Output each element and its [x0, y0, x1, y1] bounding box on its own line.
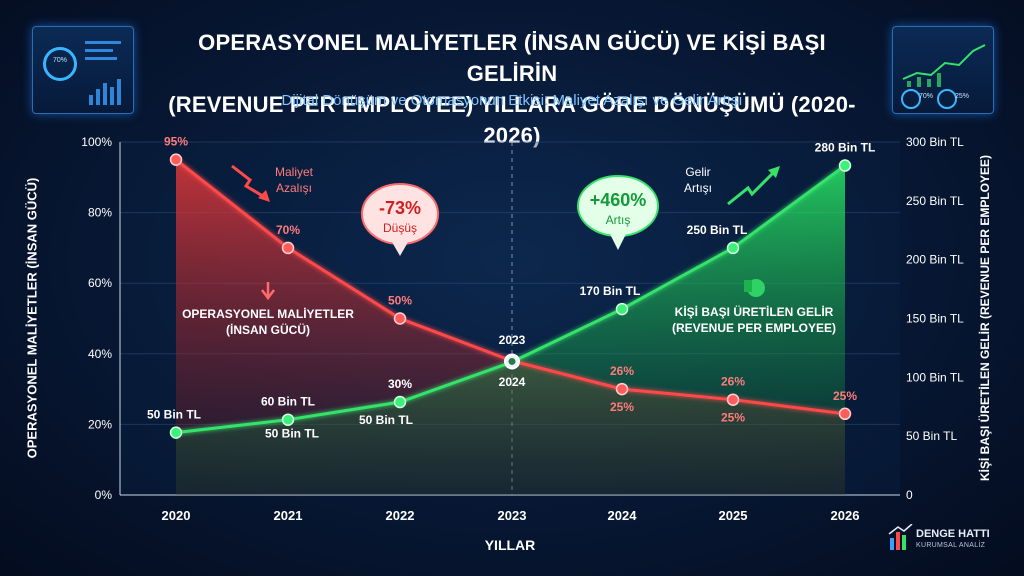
down-zigzag-arrow-icon	[231, 164, 267, 200]
revenue-bubble-value: +460%	[590, 190, 647, 210]
arrowhead-icon	[258, 190, 270, 202]
coins-stack-icon	[744, 280, 752, 292]
cost-point	[838, 407, 852, 421]
y-tick-left: 20%	[88, 417, 112, 431]
logo-subtitle: KURUMSAL ANALİZ	[916, 542, 986, 549]
up-zigzag-arrow-icon	[727, 170, 776, 206]
crossover-point-core	[508, 357, 516, 365]
title-line-2: (REVENUE PER EMPLOYEE) YILLARA GÖRE DÖNÜ…	[168, 92, 856, 148]
title-line-1: OPERASYONEL MALİYETLER (İNSAN GÜCÜ) VE K…	[198, 30, 826, 86]
cost-series-label-1: OPERASYONEL MALİYETLER	[182, 306, 354, 321]
donut-icon	[43, 47, 77, 81]
revenue-series-label-1: KİŞİ BAŞI ÜRETİLEN GELİR	[675, 304, 834, 319]
revenue-point	[615, 302, 629, 316]
y-tick-right: 300 Bin TL	[906, 135, 964, 149]
page-subtitle: Dijital Dönüşüm ve Otomasyonun Etkisi: M…	[281, 92, 743, 109]
revenue-bubble-tail	[610, 234, 626, 250]
x-axis-title: YILLAR	[484, 537, 536, 553]
x-tick-label: 2022	[386, 508, 415, 523]
y-tick-left: 100%	[81, 135, 112, 149]
x-tick-label: 2025	[719, 508, 748, 523]
y-tick-right: 150 Bin TL	[906, 312, 964, 326]
cost-point	[726, 393, 740, 406]
revenue-point	[838, 159, 852, 172]
crossover-label-top: 2023	[499, 333, 526, 347]
y-tick-left: 60%	[88, 276, 112, 290]
dashboard-thumbnail-left: 70%	[32, 26, 134, 114]
y-axis-title-right: KİŞİ BAŞI ÜRETİLEN GELİR (REVENUE PER EM…	[978, 154, 992, 481]
x-tick-label: 2024	[608, 508, 638, 523]
revenue-area	[176, 165, 845, 496]
x-tick-label: 2026	[831, 508, 860, 523]
logo-title: DENGE HATTI	[916, 528, 990, 540]
data-label: 280 Bin TL	[815, 141, 876, 155]
data-label: 50 Bin TL	[265, 427, 319, 441]
data-label: 250 Bin TL	[687, 223, 748, 237]
cost-series-label-2: (İNSAN GÜCÜ)	[226, 322, 310, 337]
y-tick-left: 40%	[88, 347, 112, 361]
data-label: 95%	[164, 135, 188, 149]
revenue-point	[169, 426, 183, 439]
donut-icon	[901, 89, 921, 109]
annotation-revenue-1: Gelir	[685, 165, 710, 179]
y-tick-right: 100 Bin TL	[906, 370, 964, 384]
down-arrow-icon	[261, 282, 275, 301]
logo-icon	[888, 524, 913, 550]
data-label: 25%	[610, 400, 634, 414]
cost-bubble-label: Düşüş	[383, 221, 417, 235]
cost-point	[281, 241, 295, 255]
thumb-ring-label-1: 70%	[919, 93, 934, 100]
data-label: 25%	[833, 389, 857, 403]
annotation-revenue-2: Artışı	[684, 181, 712, 195]
dashboard-thumbnail-right: 70% 25%	[892, 26, 994, 114]
data-label: 26%	[721, 375, 745, 389]
cost-point	[393, 312, 407, 325]
data-label: 70%	[276, 223, 300, 237]
y-tick-right: 250 Bin TL	[906, 194, 964, 208]
data-label: 50 Bin TL	[147, 408, 201, 422]
data-label: 60 Bin TL	[261, 395, 315, 409]
x-tick-label: 2020	[162, 508, 191, 523]
crossover-label-bottom: 2024	[499, 375, 526, 389]
revenue-bubble-label: Artış	[606, 213, 631, 227]
data-label: 170 Bin TL	[580, 284, 641, 298]
x-tick-label: 2023	[498, 508, 527, 523]
page-title: OPERASYONEL MALİYETLER (İNSAN GÜCÜ) VE K…	[150, 27, 874, 151]
data-label: 30%	[388, 377, 412, 391]
cost-point	[615, 382, 629, 396]
trend-line-icon	[902, 44, 986, 87]
revenue-point	[726, 241, 740, 255]
cost-bubble-tail	[392, 242, 408, 256]
y-tick-right: 200 Bin TL	[906, 253, 964, 267]
donut-icon	[937, 89, 957, 109]
y-tick-right: 50 Bin TL	[906, 429, 957, 443]
revenue-point	[281, 413, 295, 426]
thumb-ring-label-2: 25%	[955, 93, 970, 100]
cost-point	[169, 153, 183, 166]
data-label: 26%	[610, 364, 634, 378]
data-label: 50 Bin TL	[359, 413, 413, 427]
y-tick-left: 0%	[95, 488, 113, 502]
y-tick-left: 80%	[88, 206, 112, 220]
annotation-cost-1: Maliyet	[275, 165, 314, 179]
revenue-series-label-2: (REVENUE PER EMPLOYEE)	[672, 321, 836, 335]
thumb-ring-label: 70%	[52, 57, 67, 64]
cost-bubble-value: -73%	[379, 198, 421, 218]
data-label: 50%	[388, 294, 412, 308]
data-label: 25%	[721, 411, 745, 425]
annotation-cost-2: Azalışı	[276, 181, 312, 195]
revenue-point	[393, 395, 407, 409]
y-tick-right: 0	[906, 488, 913, 502]
x-tick-label: 2021	[274, 508, 303, 523]
y-axis-title-left: OPERASYONEL MALİYETLER (İNSAN GÜCÜ)	[24, 177, 40, 458]
brand-logo: DENGE HATTI KURUMSAL ANALİZ	[888, 516, 1008, 556]
arrowhead-icon	[768, 166, 780, 178]
